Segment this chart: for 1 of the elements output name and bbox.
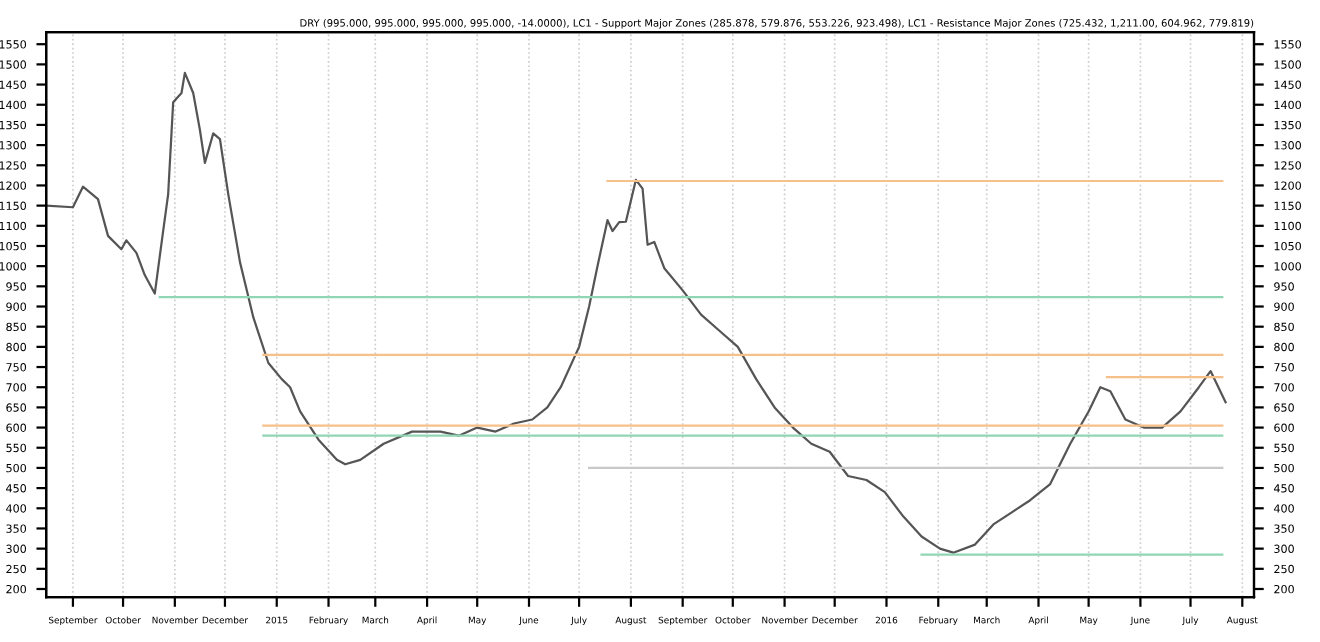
- line-series: [46, 71, 1227, 554]
